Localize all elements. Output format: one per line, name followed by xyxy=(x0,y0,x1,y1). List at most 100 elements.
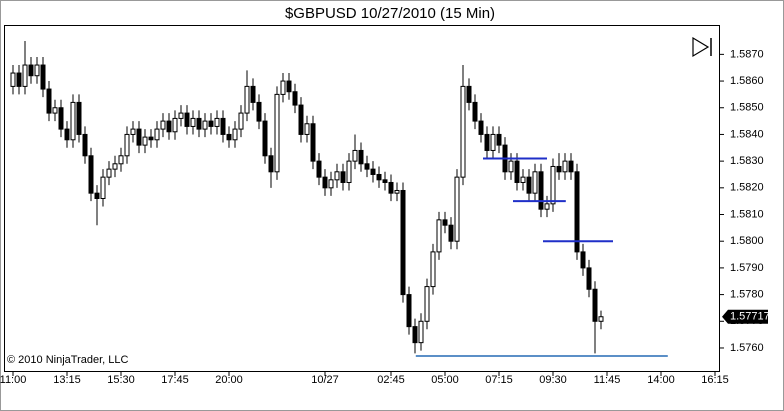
candle-body xyxy=(430,251,436,288)
y-tick-label: 1.5870 xyxy=(730,48,764,60)
x-tick-label: 16:15 xyxy=(701,374,729,386)
candle-body xyxy=(82,133,88,157)
candle-body xyxy=(124,133,130,157)
candle-body xyxy=(538,171,544,210)
candle-body xyxy=(370,168,376,175)
candle-body xyxy=(292,91,298,106)
candle-body xyxy=(544,203,550,210)
candle-body xyxy=(586,267,592,290)
candle-body xyxy=(70,101,76,141)
chart-title: $GBPUSD 10/27/2010 (15 Min) xyxy=(285,5,495,22)
candle-body xyxy=(214,117,220,127)
candle-body xyxy=(436,219,442,253)
candle-body xyxy=(160,120,166,130)
play-triangle[interactable] xyxy=(692,36,710,58)
candle-body xyxy=(322,176,328,189)
candle-body xyxy=(232,128,238,141)
y-tick-label: 1.5810 xyxy=(730,208,764,220)
y-tick-label: 1.5840 xyxy=(730,128,764,140)
x-tick-label: 02:45 xyxy=(377,374,405,386)
candle-body xyxy=(280,80,286,95)
candle-body xyxy=(598,316,604,322)
x-tick-label: 10/27 xyxy=(311,374,339,386)
candle-body xyxy=(148,136,154,141)
x-tick-label: 09:30 xyxy=(539,374,567,386)
candle-body xyxy=(394,189,400,194)
candle-body xyxy=(388,181,394,194)
candle-body xyxy=(28,64,34,77)
candle-body xyxy=(106,168,112,178)
candle-body xyxy=(340,171,346,183)
candle-body xyxy=(220,117,226,135)
candle-body xyxy=(580,251,586,269)
play-icon[interactable] xyxy=(692,36,712,58)
x-tick-label: 11:45 xyxy=(594,374,621,386)
copyright: © 2010 NinjaTrader, LLC xyxy=(7,354,128,366)
x-tick-label: 15:30 xyxy=(107,374,135,386)
x-tick-label: 14:00 xyxy=(647,374,675,386)
plot-border xyxy=(4,25,720,372)
candle-body xyxy=(208,120,214,127)
candle-body xyxy=(592,288,598,322)
candle-body xyxy=(508,160,514,173)
candle-body xyxy=(520,176,526,183)
candle-body xyxy=(196,117,202,130)
candle-body xyxy=(202,120,208,130)
candle-body xyxy=(526,176,532,194)
candle-body xyxy=(346,160,352,183)
candle-body xyxy=(574,171,580,253)
x-tick-label: 07:15 xyxy=(485,374,513,386)
candle-body xyxy=(562,160,568,173)
candle-body xyxy=(364,163,370,170)
x-tick-label: 20:00 xyxy=(215,374,243,386)
candle-body xyxy=(490,133,496,151)
candle-body xyxy=(22,64,28,87)
candle-body xyxy=(286,80,292,93)
candle-body xyxy=(568,160,574,173)
candle-body xyxy=(406,294,412,328)
y-tick-label: 1.5760 xyxy=(730,342,764,354)
candle-body xyxy=(262,120,268,157)
y-tick-label: 1.5830 xyxy=(730,155,764,167)
candle-body xyxy=(316,160,322,178)
last-price-label: 1.57717 xyxy=(730,311,770,323)
y-tick-label: 1.5800 xyxy=(730,235,764,247)
candle-body xyxy=(118,155,124,165)
candle-body xyxy=(550,165,556,205)
candle-body xyxy=(112,163,118,170)
candle-body xyxy=(352,149,358,162)
candle-body xyxy=(172,117,178,133)
y-tick-label: 1.5820 xyxy=(730,182,764,194)
candle-body xyxy=(100,176,106,199)
candle-body xyxy=(154,128,160,141)
candle-body xyxy=(478,120,484,135)
x-tick-label: 05:00 xyxy=(431,374,459,386)
candle-body xyxy=(178,112,184,119)
candle-body xyxy=(298,104,304,135)
candle-body xyxy=(310,123,316,162)
candle-body xyxy=(328,179,334,189)
candle-body xyxy=(58,107,64,130)
candle-body xyxy=(76,101,82,135)
candle-body xyxy=(454,176,460,242)
candle-body xyxy=(34,64,40,77)
y-tick-label: 1.5850 xyxy=(730,102,764,114)
candle-body xyxy=(442,219,448,226)
candle-body xyxy=(46,88,52,114)
last-price-box xyxy=(722,309,768,324)
candle-body xyxy=(514,160,520,183)
candle-body xyxy=(190,117,196,127)
candle-body xyxy=(226,133,232,141)
candle-body xyxy=(94,192,100,200)
candle-body xyxy=(166,120,172,133)
candle-body xyxy=(304,123,310,135)
candle-body xyxy=(256,101,262,122)
candle-body xyxy=(532,171,538,194)
candle-body xyxy=(400,189,406,296)
candle-body xyxy=(136,128,142,146)
candle-body xyxy=(448,224,454,242)
candle-body xyxy=(460,85,466,178)
candle-body xyxy=(496,133,502,146)
